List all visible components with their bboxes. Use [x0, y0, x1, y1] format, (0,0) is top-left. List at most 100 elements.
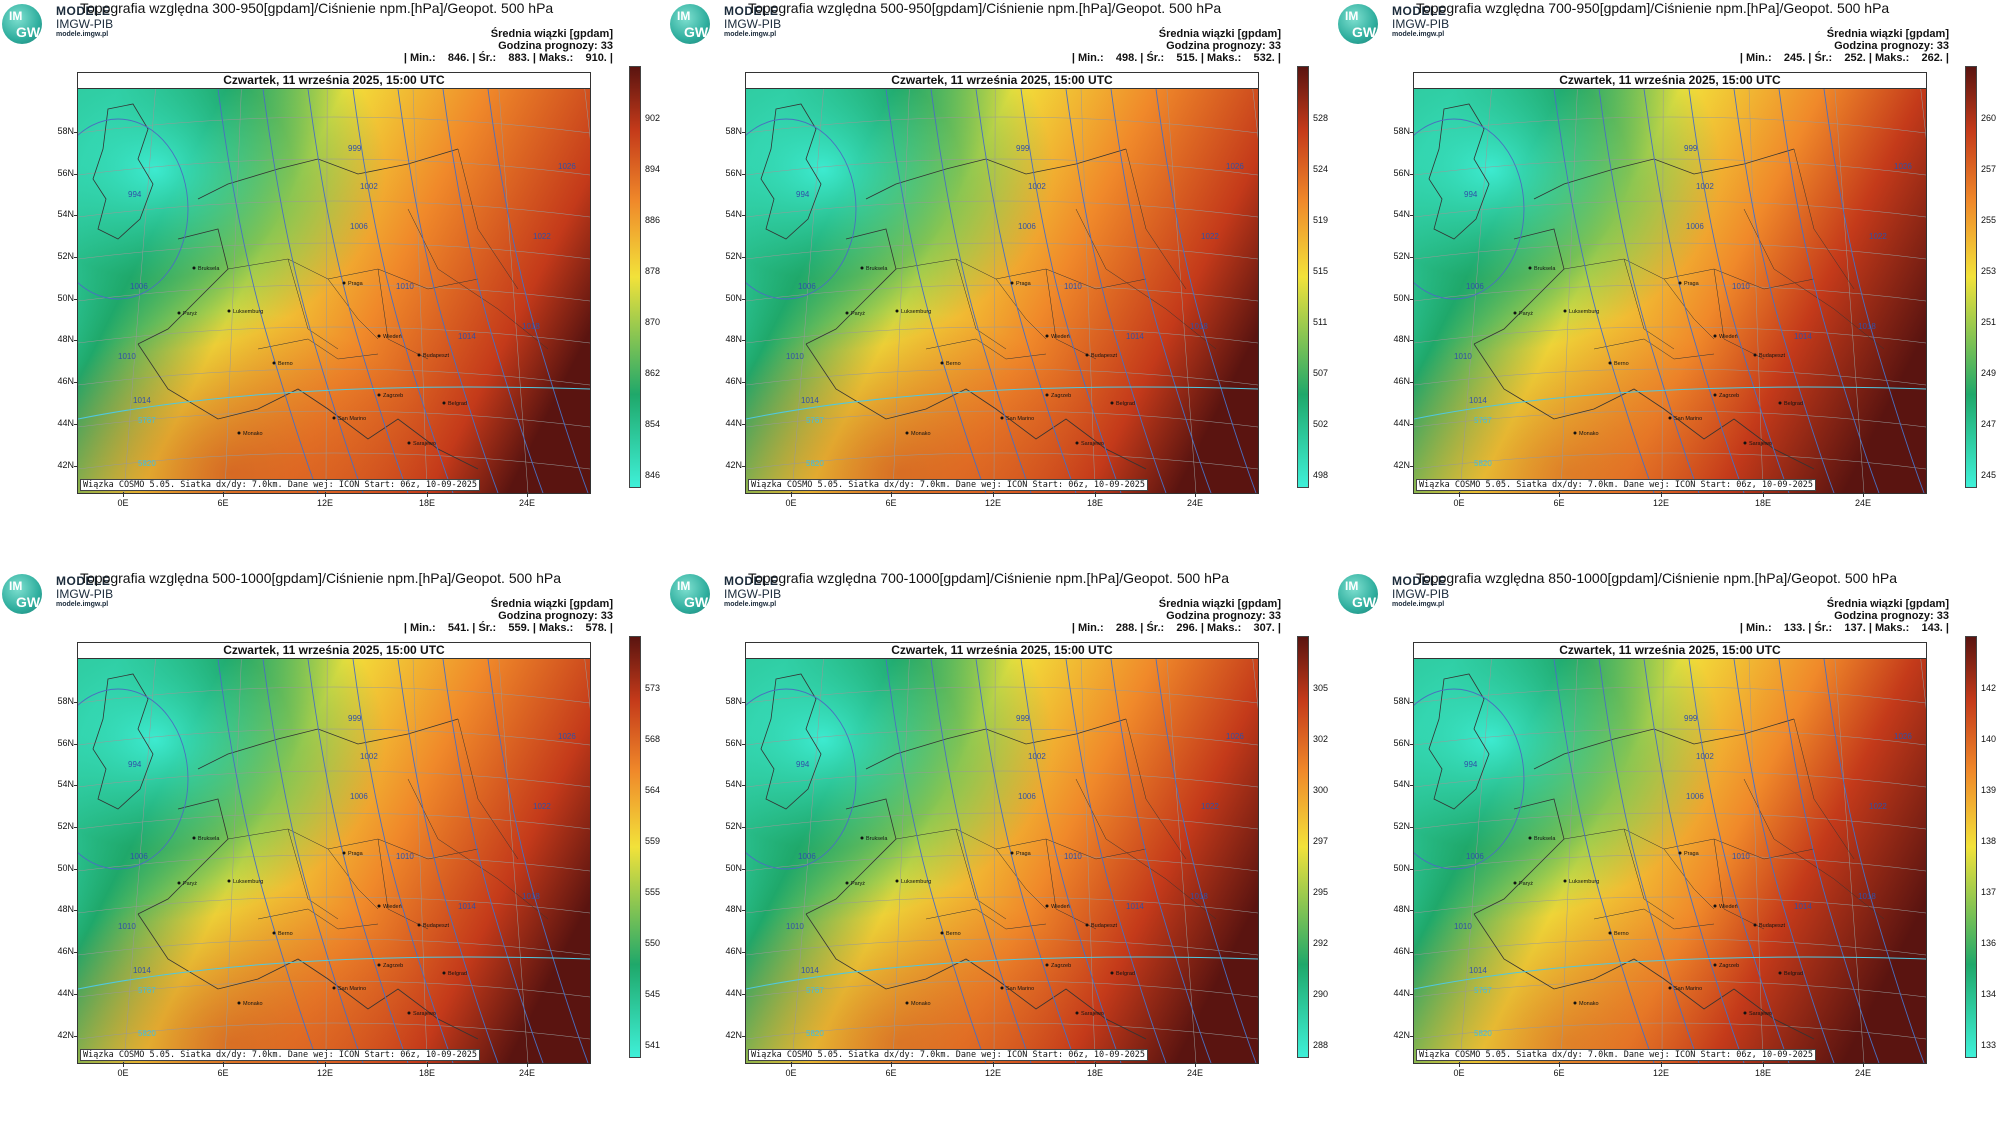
low-pressure-isobar	[1414, 118, 1525, 300]
lat-tick	[1410, 215, 1414, 216]
geopotential-label: 5820	[1474, 1029, 1492, 1038]
field-map: 999 1002 1006 1010 1014 1018 1022 1026 994 1006 10…	[746, 89, 1258, 493]
colorbar-label: 288	[1313, 1040, 1329, 1050]
isobar-label: 999	[1016, 144, 1030, 153]
lat-tick	[1410, 744, 1414, 745]
colorbar-label: 302	[1313, 734, 1329, 744]
colorbar-label: 247	[1981, 419, 1997, 429]
logo-org: IMGW-PIB	[1392, 17, 1450, 31]
city-label: Sarajewo	[1081, 1011, 1104, 1017]
lat-tick	[1410, 382, 1414, 383]
lat-label: 42N	[725, 460, 742, 470]
lon-tick	[1459, 1062, 1460, 1067]
isobar-label: 1010	[118, 352, 136, 361]
city-label: Zagrzeb	[383, 963, 403, 969]
lat-tick	[74, 174, 78, 175]
city-marker	[1573, 1001, 1577, 1005]
graticule-lat	[746, 158, 1258, 176]
isobar-label: 994	[796, 190, 810, 199]
lat-tick	[1410, 910, 1414, 911]
city-label: Zagrzeb	[1719, 963, 1739, 969]
isobar-line	[1688, 659, 1790, 1063]
lat-label: 50N	[57, 863, 74, 873]
isobar-label: 1006	[1466, 282, 1484, 291]
graticule-lat	[1414, 770, 1926, 788]
geopotential-line	[746, 956, 1258, 990]
graticule-lat	[78, 452, 590, 470]
lon-label: 18E	[1086, 498, 1103, 508]
forecast-hour: Godzina prognozy: 33	[1834, 40, 1949, 52]
city-label: Bruksela	[1534, 266, 1556, 272]
city-marker	[442, 401, 446, 405]
isobar-label: 1002	[1696, 182, 1714, 191]
lat-tick	[742, 869, 746, 870]
colorbar-label: 511	[1313, 317, 1328, 327]
graticule-lat	[1414, 452, 1926, 470]
city-marker	[1045, 963, 1049, 967]
field-map: 999 1002 1006 1010 1014 1018 1022 1026 994 1006 10…	[78, 89, 590, 493]
city-label: Budapeszt	[423, 353, 449, 359]
isobar-line	[975, 659, 1077, 1063]
isobar-label: 1010	[786, 922, 804, 931]
colorbar-label: 305	[1313, 683, 1329, 693]
graticule-lat	[78, 158, 590, 176]
city-marker	[905, 1001, 909, 1005]
country-borders	[1563, 718, 1885, 930]
isobar-label: 1022	[1869, 232, 1887, 241]
subtitle: Średnia wiązki [gpdam]	[1158, 598, 1281, 610]
graticule-lat	[1414, 284, 1926, 302]
imgw-logo-mark: IM GW	[1338, 574, 1378, 614]
isobar-label: 1026	[1226, 162, 1244, 171]
colorbar-label: 249	[1981, 368, 1997, 378]
isobar-label: 1018	[1190, 892, 1208, 901]
lat-label: 54N	[725, 209, 742, 219]
city-label: Bruksela	[198, 266, 220, 272]
city-marker	[407, 441, 411, 445]
isobar-label: 1014	[1794, 332, 1812, 341]
lon-label: 12E	[1652, 498, 1669, 508]
city-marker	[905, 431, 909, 435]
lon-tick	[427, 492, 428, 497]
lon-tick	[1095, 1062, 1096, 1067]
colorbar-label: 559	[645, 836, 661, 846]
lat-label: 50N	[1393, 863, 1410, 873]
lat-label: 46N	[725, 946, 742, 956]
geopotential-line	[1414, 956, 1926, 990]
city-label: Berno	[278, 931, 293, 937]
lat-label: 48N	[57, 904, 74, 914]
colorbar-label: 142	[1981, 683, 1997, 693]
field-map: 999 1002 1006 1010 1014 1018 1022 1026 994 1006 10…	[78, 659, 590, 1063]
colorbar-label: 524	[1313, 164, 1329, 174]
logo-org: IMGW-PIB	[1392, 587, 1450, 601]
colorbar-label: 854	[645, 419, 661, 429]
isobar-label: 994	[1464, 190, 1478, 199]
city-marker	[192, 836, 196, 840]
lat-tick	[1410, 132, 1414, 133]
city-marker	[1513, 311, 1517, 315]
isobar-line	[1733, 659, 1835, 1063]
lat-label: 44N	[725, 418, 742, 428]
warm-south-shading	[746, 659, 1258, 1063]
city-label: Praga	[348, 851, 364, 857]
city-marker	[1085, 353, 1089, 357]
colorbar-label: 134	[1981, 989, 1997, 999]
city-marker	[940, 361, 944, 365]
graticule-lon	[1080, 89, 1096, 493]
colorbar-label: 519	[1313, 215, 1329, 225]
lat-tick	[74, 340, 78, 341]
isobar-label: 1006	[798, 282, 816, 291]
isobar-label: 1014	[458, 332, 476, 341]
panel-info: Średnia wiązki [gpdam] Godzina prognozy: …	[1740, 598, 1949, 634]
graticule-lat	[78, 116, 590, 134]
city-marker	[845, 311, 849, 315]
colorbar-label: 541	[645, 1040, 661, 1050]
city-label: Luksemburg	[1569, 879, 1599, 885]
city-label: Budapeszt	[1759, 353, 1785, 359]
lon-label: 18E	[1754, 1068, 1771, 1078]
model-footer-note: Wiązka COSMO 5.05. Siatka dx/dy: 7.0km. …	[80, 1049, 481, 1061]
lat-tick	[74, 382, 78, 383]
isobar-label: 1006	[350, 792, 368, 801]
graticule-lat	[1414, 158, 1926, 176]
city-label: Budapeszt	[1091, 923, 1117, 929]
city-marker	[1743, 441, 1747, 445]
